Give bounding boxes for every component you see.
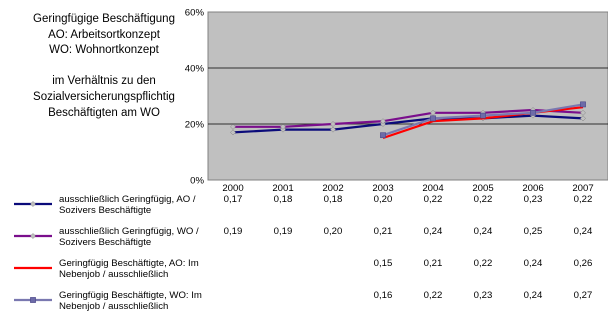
data-point xyxy=(280,123,286,130)
data-label: 0,24 xyxy=(523,290,543,301)
data-label: 0,18 xyxy=(323,194,343,205)
data-label: 0,22 xyxy=(423,194,443,205)
data-label: 0,25 xyxy=(523,226,543,237)
data-label: 0,23 xyxy=(473,290,493,301)
title-line: WO: Wohnortkonzept xyxy=(49,44,159,57)
data-label: 0,22 xyxy=(473,194,493,205)
data-label: 0,16 xyxy=(373,290,393,301)
data-label: 0,15 xyxy=(373,258,393,269)
data-point xyxy=(380,118,386,125)
chart-title: Geringfügige Beschäftigung AO: Arbeitsor… xyxy=(4,12,204,121)
table-row: ausschließlich Geringfügig, WO / Soziver… xyxy=(14,226,608,258)
y-axis: 0% 20% 40% 60% xyxy=(185,8,205,187)
data-label: 0,19 xyxy=(273,226,293,237)
data-label: 0,22 xyxy=(573,194,593,205)
table-row: Geringfügig Beschäftigte, AO: Im Nebenjo… xyxy=(14,258,608,290)
series-lines xyxy=(230,101,586,140)
series-line xyxy=(232,114,584,134)
x-tick-label: 2003 xyxy=(372,183,393,194)
series-4 xyxy=(380,101,586,139)
data-label: 0,24 xyxy=(523,258,543,269)
data-label: 0,21 xyxy=(373,226,393,237)
x-tick-label: 2005 xyxy=(472,183,493,194)
data-point xyxy=(580,101,586,108)
legend-key xyxy=(14,297,52,303)
data-label: 0,24 xyxy=(573,226,593,237)
data-label: 0,20 xyxy=(323,226,343,237)
legend-label: Geringfügig Beschäftigte, AO: Im Nebenjo… xyxy=(59,258,199,281)
data-point xyxy=(380,132,386,139)
data-point xyxy=(30,297,36,303)
data-table: ausschließlich Geringfügig, AO / Soziver… xyxy=(14,194,608,322)
data-point xyxy=(230,123,236,130)
series-line xyxy=(233,108,584,128)
data-label: 0,20 xyxy=(373,194,393,205)
plot-area xyxy=(207,11,608,181)
y-tick-label: 20% xyxy=(185,120,205,131)
legend-key xyxy=(14,266,52,270)
data-point xyxy=(430,115,436,122)
data-label: 0,24 xyxy=(423,226,443,237)
data-point xyxy=(580,109,586,116)
legend-label: ausschließlich Geringfügig, AO / Soziver… xyxy=(59,194,196,217)
gridlines xyxy=(208,67,608,125)
y-tick-label: 60% xyxy=(185,8,205,19)
legend-label: ausschließlich Geringfügig, WO / Soziver… xyxy=(59,226,199,249)
data-point xyxy=(430,109,436,116)
data-label: 0,22 xyxy=(473,258,493,269)
data-label: 0,22 xyxy=(423,290,443,301)
x-tick-label: 2000 xyxy=(222,183,243,194)
title-line: im Verhältnis zu den xyxy=(52,75,156,88)
data-point xyxy=(480,112,486,119)
table-row: Geringfügig Beschäftigte, WO: Im Nebenjo… xyxy=(14,290,608,322)
data-point xyxy=(530,109,536,116)
x-tick-label: 2004 xyxy=(422,183,444,194)
y-tick-label: 40% xyxy=(185,64,205,75)
data-point xyxy=(330,126,336,133)
legend-key xyxy=(14,233,52,239)
x-axis: 2000 2001 2002 2003 2004 2005 2006 2007 xyxy=(222,183,593,194)
data-label: 0,26 xyxy=(573,258,593,269)
title-line: Beschäftigten am WO xyxy=(48,106,160,119)
data-label: 0,24 xyxy=(473,226,493,237)
data-label: 0,21 xyxy=(423,258,443,269)
title-line: Geringfügige Beschäftigung xyxy=(33,13,175,25)
data-point xyxy=(580,115,586,122)
title-line: Sozialversicherungspflichtig xyxy=(33,90,175,103)
legend-key xyxy=(14,201,52,207)
data-point xyxy=(30,201,36,207)
data-label: 0,19 xyxy=(223,226,243,237)
legend-label: Geringfügig Beschäftigte, WO: Im Nebenjo… xyxy=(59,290,202,313)
title-line: AO: Arbeitsortkonzept xyxy=(48,28,160,41)
data-label: 0,18 xyxy=(273,194,293,205)
data-label: 0,17 xyxy=(223,194,243,205)
data-point xyxy=(330,121,336,127)
x-tick-label: 2001 xyxy=(272,183,293,194)
data-point xyxy=(230,129,236,136)
y-tick-label: 0% xyxy=(190,176,204,187)
data-label: 0,27 xyxy=(573,290,593,301)
x-tick-label: 2002 xyxy=(322,183,343,194)
table-row: ausschließlich Geringfügig, AO / Soziver… xyxy=(14,194,608,226)
x-tick-label: 2007 xyxy=(572,183,593,194)
data-point xyxy=(30,233,36,239)
data-label: 0,23 xyxy=(523,194,543,205)
x-tick-label: 2006 xyxy=(522,183,543,194)
